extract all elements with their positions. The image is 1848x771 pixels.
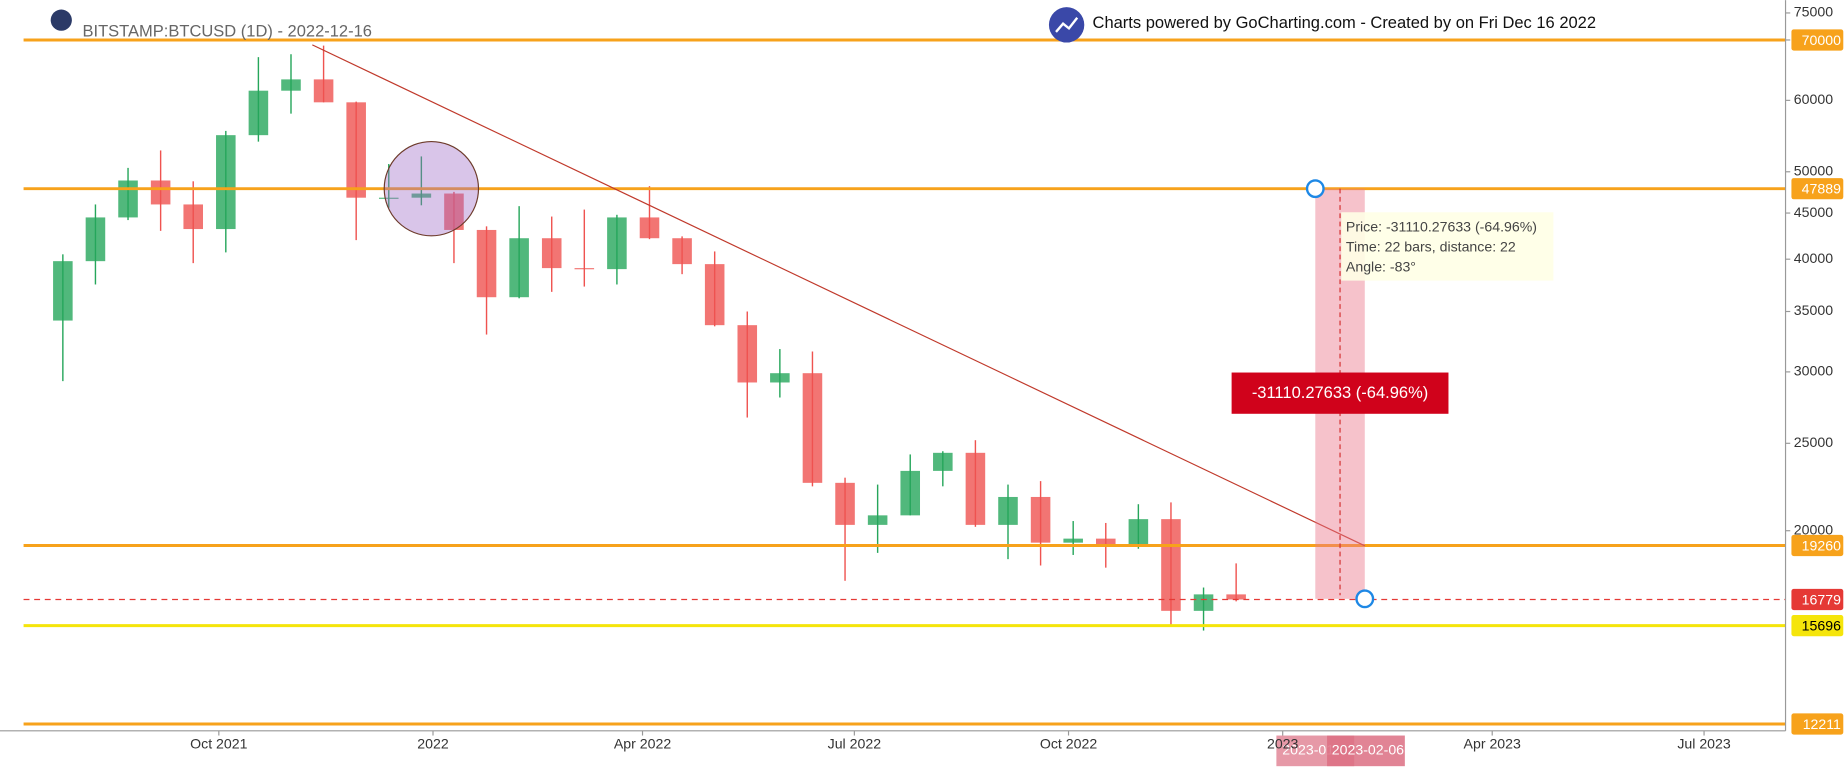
- level-label: 47889: [1802, 181, 1841, 197]
- x-tick-label: Jul 2023: [1677, 736, 1731, 752]
- y-tick-label: 40000: [1794, 250, 1833, 266]
- y-tick-label: 75000: [1794, 4, 1833, 20]
- measure-handle[interactable]: [1355, 589, 1375, 609]
- candle-body: [1128, 519, 1149, 547]
- candle-body: [607, 217, 627, 270]
- candle-body: [313, 79, 334, 103]
- candle-body: [183, 204, 203, 230]
- candle-body: [900, 470, 921, 516]
- candle-body: [411, 193, 432, 198]
- level-label-box: [1791, 29, 1844, 51]
- candle-body: [1030, 496, 1051, 543]
- y-tick-label: 60000: [1794, 91, 1833, 107]
- candle-body: [835, 482, 855, 525]
- y-tick-label: 45000: [1794, 204, 1833, 220]
- candle-body: [933, 452, 953, 471]
- level-label-box: [1791, 178, 1844, 200]
- y-tick-label: 25000: [1794, 434, 1833, 450]
- candle-body: [248, 90, 269, 136]
- candle-body: [770, 373, 790, 383]
- level-label-box: [1791, 713, 1844, 735]
- gocharting-icon: [1048, 7, 1085, 43]
- chart-subtitle: Charts powered by GoCharting.com - Creat…: [1093, 14, 1597, 32]
- candle-body: [509, 238, 529, 298]
- y-tick-label: 20000: [1794, 521, 1833, 537]
- candle-body: [85, 217, 106, 262]
- candle-body: [216, 135, 236, 230]
- y-tick-label: 50000: [1794, 163, 1833, 179]
- x-tick-label: Apr 2023: [1464, 736, 1521, 752]
- candle-body: [53, 261, 73, 321]
- candle-body: [1063, 538, 1083, 543]
- candle-body: [802, 373, 823, 483]
- candle-body: [444, 193, 464, 230]
- level-label: 16779: [1802, 591, 1841, 607]
- x-tick-label: Oct 2022: [1040, 736, 1097, 752]
- candle-body: [1226, 594, 1246, 600]
- candle-body: [574, 268, 595, 270]
- measure-label: -31110.27633 (-64.96%): [1252, 384, 1428, 402]
- level-label: 19260: [1802, 537, 1841, 553]
- x-tick-label: Jul 2022: [828, 736, 882, 752]
- y-axis-panel: [1785, 0, 1848, 771]
- tooltip-line: Angle: -83°: [1346, 258, 1416, 274]
- candle-body: [672, 238, 692, 265]
- y-tick-label: 35000: [1794, 302, 1833, 318]
- logo-icon: [50, 9, 72, 31]
- level-label: 12211: [1803, 716, 1841, 732]
- level-label-box: [1791, 615, 1844, 637]
- candle-body: [867, 515, 888, 525]
- candle-body: [737, 325, 758, 383]
- candle-body: [1161, 519, 1181, 611]
- chart-title: BITSTAMP:BTCUSD (1D) - 2022-12-16: [83, 22, 372, 40]
- candle-body: [998, 496, 1018, 525]
- level-label-box: [1791, 588, 1844, 611]
- candle-body: [541, 238, 562, 269]
- candle-body: [704, 264, 725, 326]
- candle-body: [1095, 538, 1116, 547]
- date-marker-label: 2023-01: [1282, 742, 1334, 758]
- candle-body: [639, 217, 660, 239]
- candle-body: [118, 180, 138, 218]
- x-tick-label: Apr 2022: [614, 736, 671, 752]
- gocharting-icon-mark: [1055, 17, 1079, 33]
- measure-handle[interactable]: [1305, 179, 1325, 199]
- tooltip-line: Time: 22 bars, distance: 22: [1346, 238, 1516, 254]
- candle-body: [378, 197, 399, 199]
- highlight-circle: [383, 140, 480, 237]
- candle-body: [1193, 594, 1214, 611]
- y-tick-label: 30000: [1794, 363, 1833, 379]
- x-tick-label: 2022: [417, 736, 449, 752]
- candle-body: [346, 102, 366, 198]
- measure-tooltip: [1341, 212, 1554, 281]
- candle-body: [476, 229, 497, 298]
- measure-label-box: [1231, 372, 1449, 414]
- tooltip-line: Price: -31110.27633 (-64.96%): [1346, 218, 1537, 234]
- date-marker: [1327, 735, 1405, 767]
- x-axis-panel: [0, 730, 1786, 771]
- level-label: 70000: [1802, 32, 1841, 48]
- trend-line: [312, 44, 1366, 547]
- level-label: 15696: [1802, 618, 1841, 634]
- candle-body: [150, 180, 171, 205]
- candle-body: [965, 452, 986, 525]
- date-marker-label: 2023-02-06: [1332, 742, 1404, 758]
- x-tick-label: Oct 2021: [190, 736, 247, 752]
- candle-body: [281, 79, 301, 91]
- x-tick-label: 2023: [1267, 736, 1299, 752]
- level-label-box: [1791, 534, 1844, 557]
- plot-area: [23, 38, 1786, 726]
